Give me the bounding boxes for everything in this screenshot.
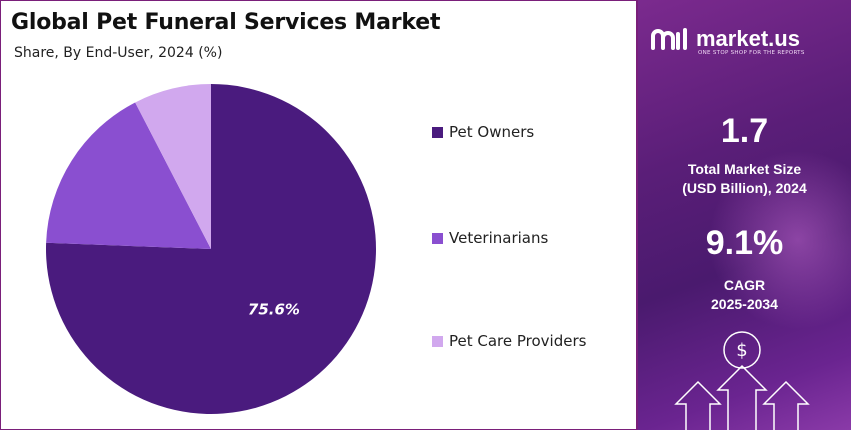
arrow-up-right-icon	[762, 380, 810, 430]
growth-arrows-icon: $	[674, 331, 810, 430]
legend-label: Veterinarians	[449, 229, 549, 247]
chart-title: Global Pet Funeral Services Market	[11, 10, 441, 35]
legend-swatch	[432, 335, 443, 347]
pie-slice-pet-care-providers	[135, 84, 211, 249]
brand-logo: market.us	[650, 26, 800, 52]
pie-slice-veterinarians	[46, 102, 212, 249]
pie-chart: 75.6%	[46, 84, 377, 414]
brand-name: market.us	[696, 26, 800, 51]
coin-circle	[723, 331, 761, 369]
cagr-label-line2: 2025-2034	[711, 296, 778, 312]
legend-item-pet-owners: Pet Owners	[432, 123, 534, 141]
arrow-up-center-icon	[716, 364, 768, 430]
panel-divider	[636, 0, 638, 430]
legend-item-pet-care-providers: Pet Care Providers	[432, 332, 586, 350]
dollar-sign-icon: $	[736, 340, 747, 361]
legend-swatch	[432, 232, 443, 244]
legend-item-veterinarians: Veterinarians	[432, 229, 548, 247]
pie-data-label: 75.6%	[248, 300, 300, 318]
cagr-value: 9.1%	[705, 224, 784, 262]
chart-subtitle: Share, By End-User, 2024 (%)	[14, 45, 223, 61]
legend-label: Pet Care Providers	[449, 332, 587, 350]
background-glow	[708, 150, 851, 330]
legend-swatch	[432, 126, 443, 138]
cagr-label-line1: CAGR	[723, 277, 766, 293]
chart-panel: Global Pet Funeral Services Market Share…	[11, 10, 586, 414]
market-size-label-line1: Total Market Size	[687, 161, 802, 177]
logo-icon	[651, 28, 687, 50]
market-size-value: 1.7	[720, 112, 769, 150]
stats-sidebar: market.us ONE STOP SHOP FOR THE REPORTS …	[638, 0, 851, 430]
legend-label: Pet Owners	[449, 123, 535, 141]
market-size-label-line2: (USD Billion), 2024	[682, 180, 807, 196]
brand-tagline: ONE STOP SHOP FOR THE REPORTS	[698, 50, 805, 56]
arrow-up-left-icon	[674, 380, 722, 430]
pie-slice-pet-owners	[46, 84, 377, 414]
